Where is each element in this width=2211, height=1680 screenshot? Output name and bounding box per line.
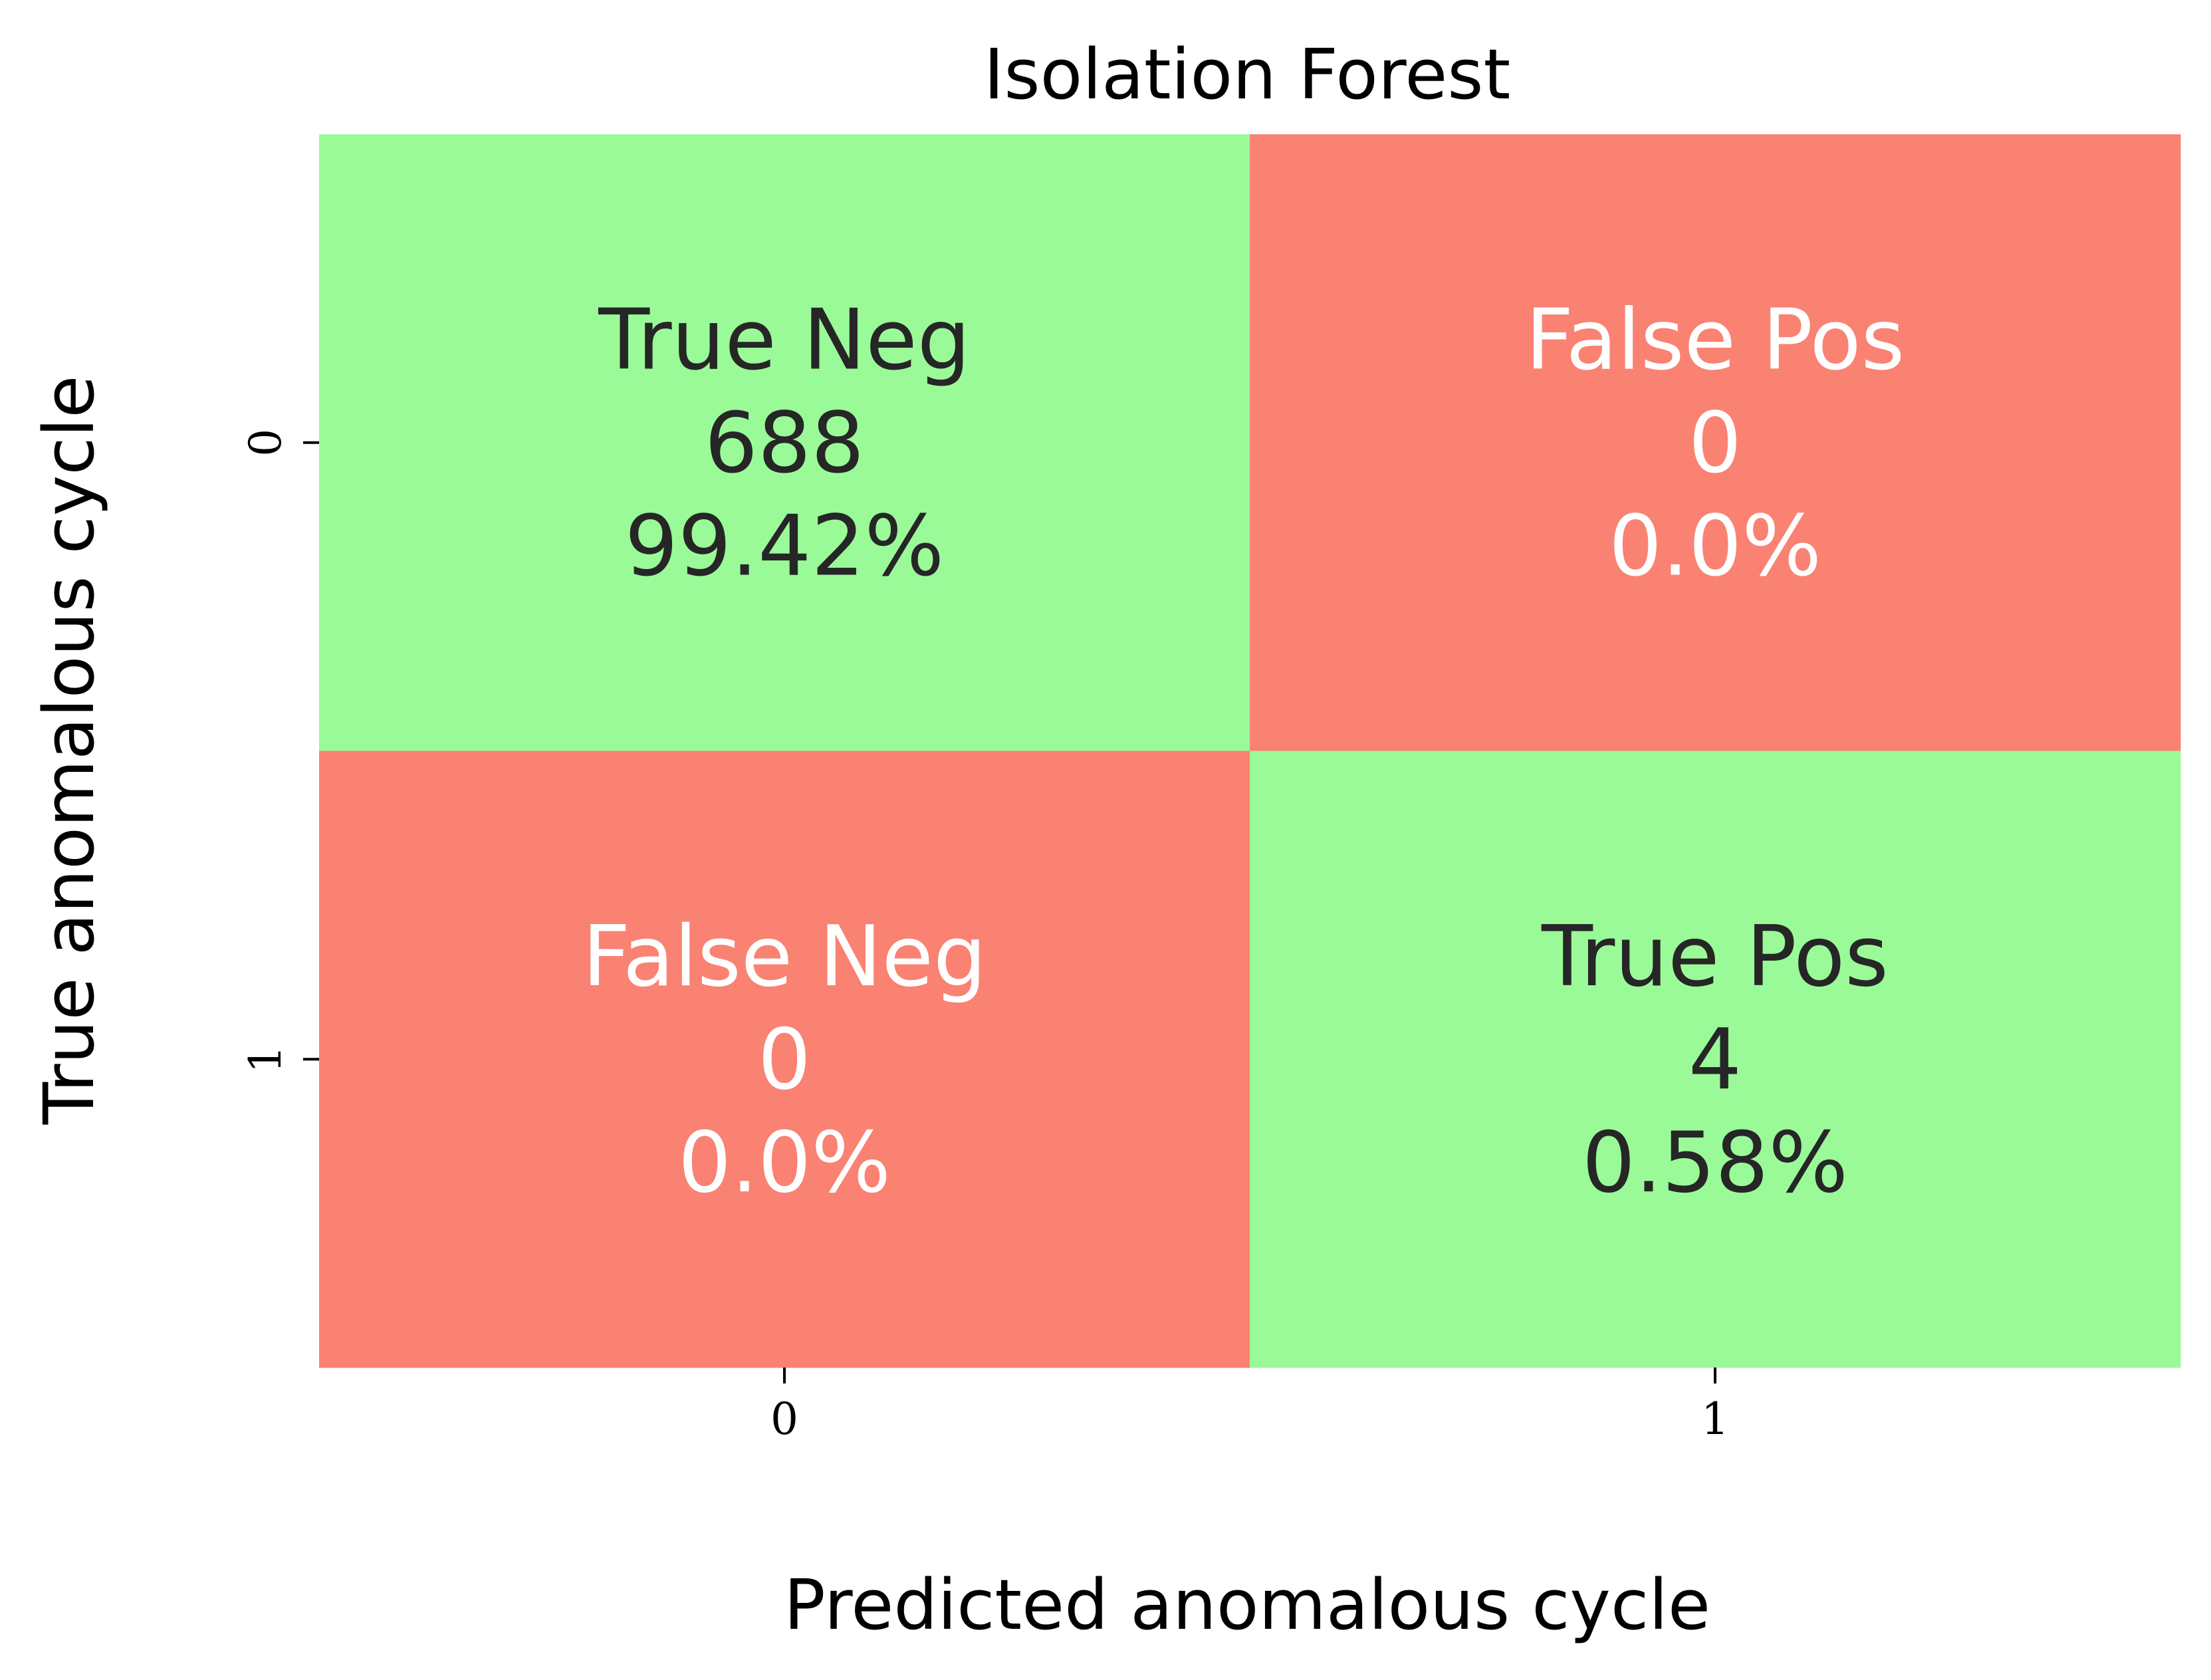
cell-false-pos — [1250, 134, 2181, 751]
axis-ticks: 0 1 0 1 — [240, 429, 1729, 1445]
y-tick-label-1: 1 — [240, 1045, 291, 1073]
cell-count-true-pos: 4 — [1688, 1011, 1742, 1108]
x-tick-label-1: 1 — [1701, 1393, 1729, 1445]
cell-percent-false-pos: 0.0% — [1609, 497, 1821, 594]
cell-label-true-neg: True Neg — [598, 291, 970, 388]
cell-label-false-pos: False Pos — [1526, 291, 1905, 388]
cell-label-true-pos: True Pos — [1541, 907, 1889, 1005]
cell-percent-true-neg: 99.42% — [625, 497, 944, 594]
y-axis-label: True anomalous cycle — [29, 376, 110, 1126]
cell-percent-false-neg: 0.0% — [678, 1114, 891, 1211]
cell-true-neg — [319, 134, 1250, 751]
y-tick-label-0: 0 — [240, 429, 291, 457]
cell-label-false-neg: False Neg — [582, 907, 987, 1005]
cell-percent-true-pos: 0.58% — [1582, 1114, 1848, 1211]
cell-count-false-pos: 0 — [1688, 394, 1742, 491]
chart-title: Isolation Forest — [984, 34, 1511, 115]
cell-count-false-neg: 0 — [758, 1011, 811, 1108]
x-tick-label-0: 0 — [770, 1393, 798, 1445]
cell-count-true-neg: 688 — [705, 394, 865, 491]
x-axis-label: Predicted anomalous cycle — [784, 1564, 1710, 1645]
cell-true-pos — [1250, 751, 2181, 1368]
cell-false-neg — [319, 751, 1250, 1368]
